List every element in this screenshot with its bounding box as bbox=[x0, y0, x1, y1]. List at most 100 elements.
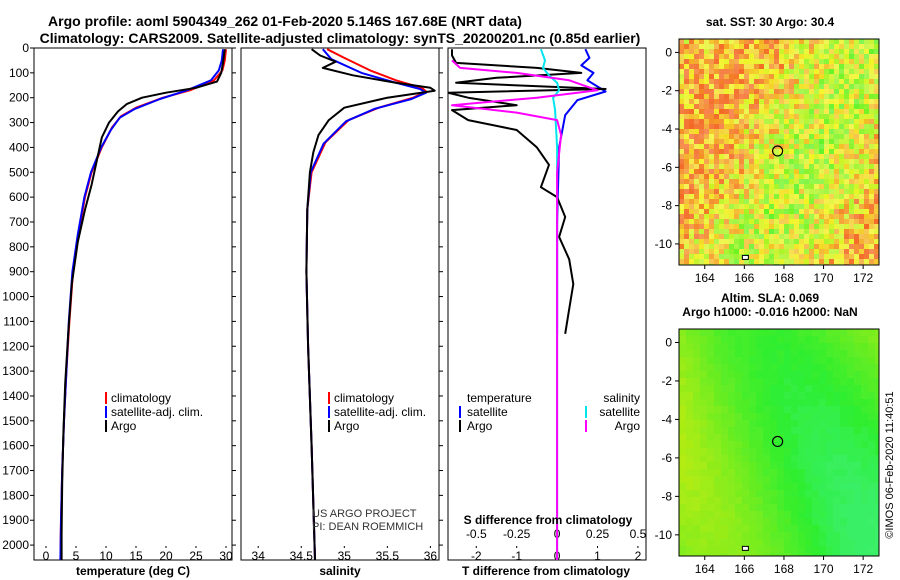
map-cell bbox=[714, 194, 720, 200]
map-cell bbox=[840, 532, 848, 540]
map-cell bbox=[714, 169, 720, 175]
map-cell bbox=[742, 504, 750, 512]
map-cell bbox=[809, 209, 815, 215]
map-cell bbox=[839, 169, 845, 175]
map-cell bbox=[859, 129, 865, 135]
map-cell bbox=[700, 539, 708, 547]
map-cell bbox=[749, 399, 757, 407]
map-cell bbox=[833, 476, 841, 484]
map-cell bbox=[791, 406, 799, 414]
map-cell bbox=[714, 114, 720, 120]
map-cell bbox=[774, 204, 780, 210]
map-cell bbox=[814, 239, 820, 245]
map-cell bbox=[799, 89, 805, 95]
map-cell bbox=[721, 406, 729, 414]
map-cell bbox=[834, 194, 840, 200]
map-cell bbox=[875, 371, 879, 379]
map-cell bbox=[839, 49, 845, 55]
map-cell bbox=[689, 54, 695, 60]
map-cell bbox=[721, 336, 729, 344]
map-cell bbox=[869, 184, 875, 190]
map-cell bbox=[829, 239, 835, 245]
map-cell bbox=[875, 455, 879, 463]
map-cell bbox=[844, 129, 850, 135]
map-cell bbox=[824, 204, 830, 210]
map-cell bbox=[844, 244, 850, 250]
map-cell bbox=[840, 546, 848, 554]
map-cell bbox=[833, 511, 841, 519]
map-cell bbox=[749, 406, 757, 414]
map-cell bbox=[749, 144, 755, 150]
map-cell bbox=[707, 406, 715, 414]
map-cell bbox=[789, 49, 795, 55]
map-cell bbox=[700, 392, 708, 400]
map-cell bbox=[714, 441, 722, 449]
map-cell bbox=[699, 244, 705, 250]
map-cell bbox=[809, 224, 815, 230]
map-cell bbox=[756, 462, 764, 470]
map-cell bbox=[798, 378, 806, 386]
map-cell bbox=[744, 219, 750, 225]
map-cell bbox=[812, 413, 820, 421]
map-cell bbox=[744, 89, 750, 95]
map-cell bbox=[833, 441, 841, 449]
map-cell bbox=[763, 469, 771, 477]
map-cell bbox=[700, 483, 708, 491]
map-cell bbox=[840, 448, 848, 456]
map-cell bbox=[861, 385, 869, 393]
map-cell bbox=[693, 546, 701, 554]
map-cell bbox=[749, 119, 755, 125]
map-cell bbox=[875, 539, 879, 547]
map-cell bbox=[777, 357, 785, 365]
map-cell bbox=[724, 79, 730, 85]
map-cell bbox=[754, 154, 760, 160]
map-cell bbox=[714, 553, 722, 556]
map-cell bbox=[805, 511, 813, 519]
map-cell bbox=[774, 79, 780, 85]
map-cell bbox=[859, 64, 865, 70]
map-cell bbox=[839, 184, 845, 190]
map-cell bbox=[844, 114, 850, 120]
map-cell bbox=[829, 134, 835, 140]
map-cell bbox=[714, 378, 722, 386]
map-cell bbox=[719, 94, 725, 100]
map-cell bbox=[693, 462, 701, 470]
map-cell bbox=[819, 249, 825, 255]
map-cell bbox=[679, 511, 687, 519]
legend-label-argo: Argo bbox=[111, 419, 137, 433]
map-cell bbox=[694, 59, 700, 65]
map-cell bbox=[724, 94, 730, 100]
map-cell bbox=[869, 99, 875, 105]
map-cell bbox=[861, 427, 869, 435]
map-cell bbox=[739, 159, 745, 165]
map-cell bbox=[709, 124, 715, 130]
map-cell bbox=[744, 209, 750, 215]
map-cell bbox=[829, 244, 835, 250]
map-cell bbox=[864, 109, 870, 115]
map-cell bbox=[754, 59, 760, 65]
map-cell bbox=[704, 219, 710, 225]
map-cell bbox=[809, 144, 815, 150]
salinity-xlabel: salinity bbox=[319, 564, 361, 578]
map-cell bbox=[824, 129, 830, 135]
map-cell bbox=[864, 69, 870, 75]
map-cell bbox=[763, 483, 771, 491]
map-cell bbox=[719, 84, 725, 90]
series-line-argo bbox=[60, 49, 226, 560]
map-cell bbox=[784, 427, 792, 435]
map-cell bbox=[854, 214, 860, 220]
map-cell bbox=[794, 249, 800, 255]
map-cell bbox=[686, 525, 694, 533]
map-cell bbox=[764, 44, 770, 50]
map-cell bbox=[777, 329, 785, 337]
map-cell bbox=[714, 224, 720, 230]
map-cell bbox=[839, 199, 845, 205]
map-cell bbox=[854, 134, 860, 140]
map-cell bbox=[874, 164, 879, 170]
map-cell bbox=[779, 39, 785, 45]
map-cell bbox=[854, 427, 862, 435]
map-cell bbox=[764, 219, 770, 225]
map-cell bbox=[833, 357, 841, 365]
map-cell bbox=[809, 109, 815, 115]
map-cell bbox=[864, 114, 870, 120]
